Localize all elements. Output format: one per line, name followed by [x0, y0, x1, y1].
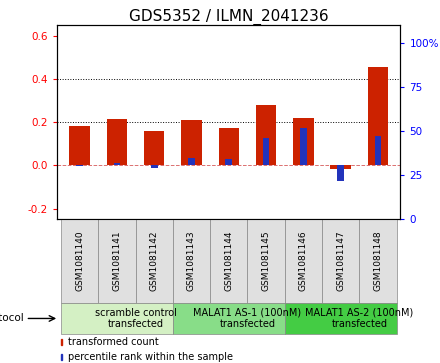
Text: GSM1081143: GSM1081143	[187, 231, 196, 291]
Bar	[375, 136, 381, 166]
Bar	[219, 128, 239, 166]
Bar	[293, 118, 314, 166]
Text: GSM1081141: GSM1081141	[112, 231, 121, 291]
Text: GSM1081142: GSM1081142	[150, 231, 159, 291]
FancyBboxPatch shape	[61, 303, 173, 334]
Bar	[144, 131, 165, 166]
Bar	[256, 105, 276, 166]
Bar	[76, 166, 83, 167]
Text: GSM1081146: GSM1081146	[299, 231, 308, 291]
FancyBboxPatch shape	[173, 303, 285, 334]
Text: GSM1081147: GSM1081147	[336, 231, 345, 291]
Bar	[225, 159, 232, 166]
Bar	[300, 128, 307, 166]
Bar	[61, 339, 62, 345]
Text: MALAT1 AS-1 (100nM)
transfected: MALAT1 AS-1 (100nM) transfected	[194, 308, 301, 329]
Bar	[368, 68, 388, 166]
Text: GSM1081148: GSM1081148	[374, 231, 382, 291]
FancyBboxPatch shape	[210, 219, 247, 303]
Bar	[61, 354, 62, 360]
Text: GSM1081140: GSM1081140	[75, 231, 84, 291]
Bar	[263, 138, 269, 166]
Text: GSM1081144: GSM1081144	[224, 231, 233, 291]
Text: transformed count: transformed count	[68, 337, 159, 347]
Bar	[70, 126, 90, 166]
FancyBboxPatch shape	[359, 219, 397, 303]
FancyBboxPatch shape	[136, 219, 173, 303]
Bar	[114, 163, 120, 166]
Text: percentile rank within the sample: percentile rank within the sample	[68, 352, 233, 362]
Text: GSM1081145: GSM1081145	[262, 231, 271, 291]
FancyBboxPatch shape	[98, 219, 136, 303]
Text: MALAT1 AS-2 (100nM)
transfected: MALAT1 AS-2 (100nM) transfected	[305, 308, 414, 329]
FancyBboxPatch shape	[247, 219, 285, 303]
FancyBboxPatch shape	[61, 219, 98, 303]
FancyBboxPatch shape	[285, 219, 322, 303]
FancyBboxPatch shape	[173, 219, 210, 303]
FancyBboxPatch shape	[322, 219, 359, 303]
FancyBboxPatch shape	[285, 303, 397, 334]
Bar	[106, 119, 127, 166]
Bar	[151, 166, 158, 168]
Bar	[188, 158, 195, 166]
Text: protocol: protocol	[0, 314, 24, 323]
Bar	[330, 166, 351, 169]
Title: GDS5352 / ILMN_2041236: GDS5352 / ILMN_2041236	[129, 9, 329, 25]
Bar	[337, 166, 344, 180]
Bar	[181, 120, 202, 166]
Text: scramble control
transfected: scramble control transfected	[95, 308, 176, 329]
